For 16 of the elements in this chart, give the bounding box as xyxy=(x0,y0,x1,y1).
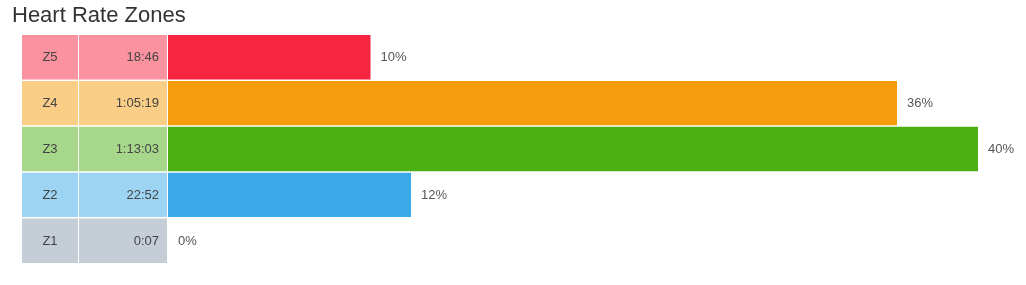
data-label: 12% xyxy=(421,186,448,202)
text: 1:13:03 xyxy=(115,141,159,156)
y-tick-label: Z2 xyxy=(42,186,58,202)
chart-title: Heart Rate Zones xyxy=(12,2,186,27)
text: 18:46 xyxy=(126,49,159,65)
y-tick-label: Z3 xyxy=(42,141,58,156)
data-label: 10% xyxy=(380,49,407,65)
y-tick-label: Z5 xyxy=(42,49,58,65)
text: 22:52 xyxy=(126,186,159,202)
text: 1:05:19 xyxy=(115,95,159,111)
y-tick-label: Z1 xyxy=(42,232,58,248)
data-label: 36% xyxy=(907,95,934,111)
data-label: 40% xyxy=(988,141,1015,156)
data-label: 0% xyxy=(178,232,198,248)
y-tick-label: Z4 xyxy=(42,95,58,111)
text: 0:07 xyxy=(133,232,159,248)
